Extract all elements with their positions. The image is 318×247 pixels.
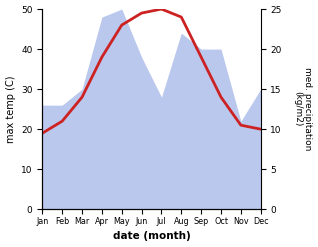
X-axis label: date (month): date (month) (113, 231, 190, 242)
Y-axis label: max temp (C): max temp (C) (5, 75, 16, 143)
Y-axis label: med. precipitation
(kg/m2): med. precipitation (kg/m2) (293, 67, 313, 151)
